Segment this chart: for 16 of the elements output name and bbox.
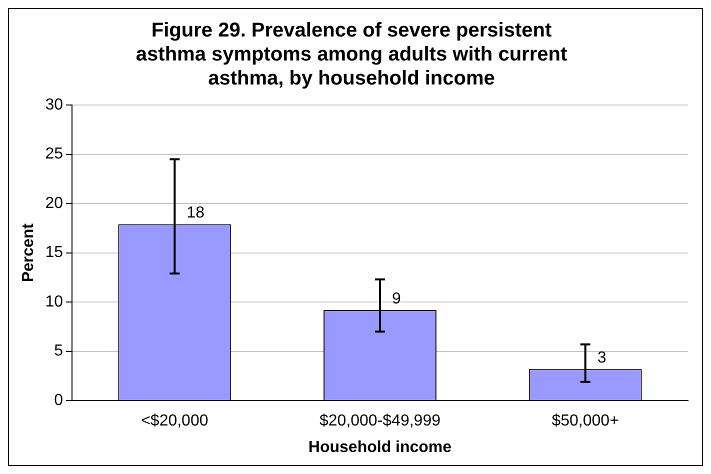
y-tick-label: 30: [45, 96, 64, 114]
x-axis-title: Household income: [308, 438, 452, 456]
data-label: 9: [392, 290, 401, 308]
y-tick-label: 20: [45, 194, 64, 212]
x-tick-label: $50,000+: [552, 412, 619, 430]
y-tick-label: 5: [54, 342, 64, 360]
y-tick-label: 10: [45, 293, 64, 310]
data-label: 18: [186, 204, 205, 222]
y-tick-label: 0: [54, 392, 64, 410]
x-tick-label: <$20,000: [141, 412, 208, 430]
x-tick-label: $20,000-$49,999: [320, 412, 441, 430]
y-tick-label: 15: [45, 244, 64, 262]
y-tick-label: 25: [45, 146, 64, 163]
chart-title: Figure 29. Prevalence of severe persistent asthma symptoms among adults with current asthma, by household income: [136, 20, 568, 90]
y-axis-title: Percent: [20, 222, 38, 282]
data-label: 3: [597, 349, 606, 366]
